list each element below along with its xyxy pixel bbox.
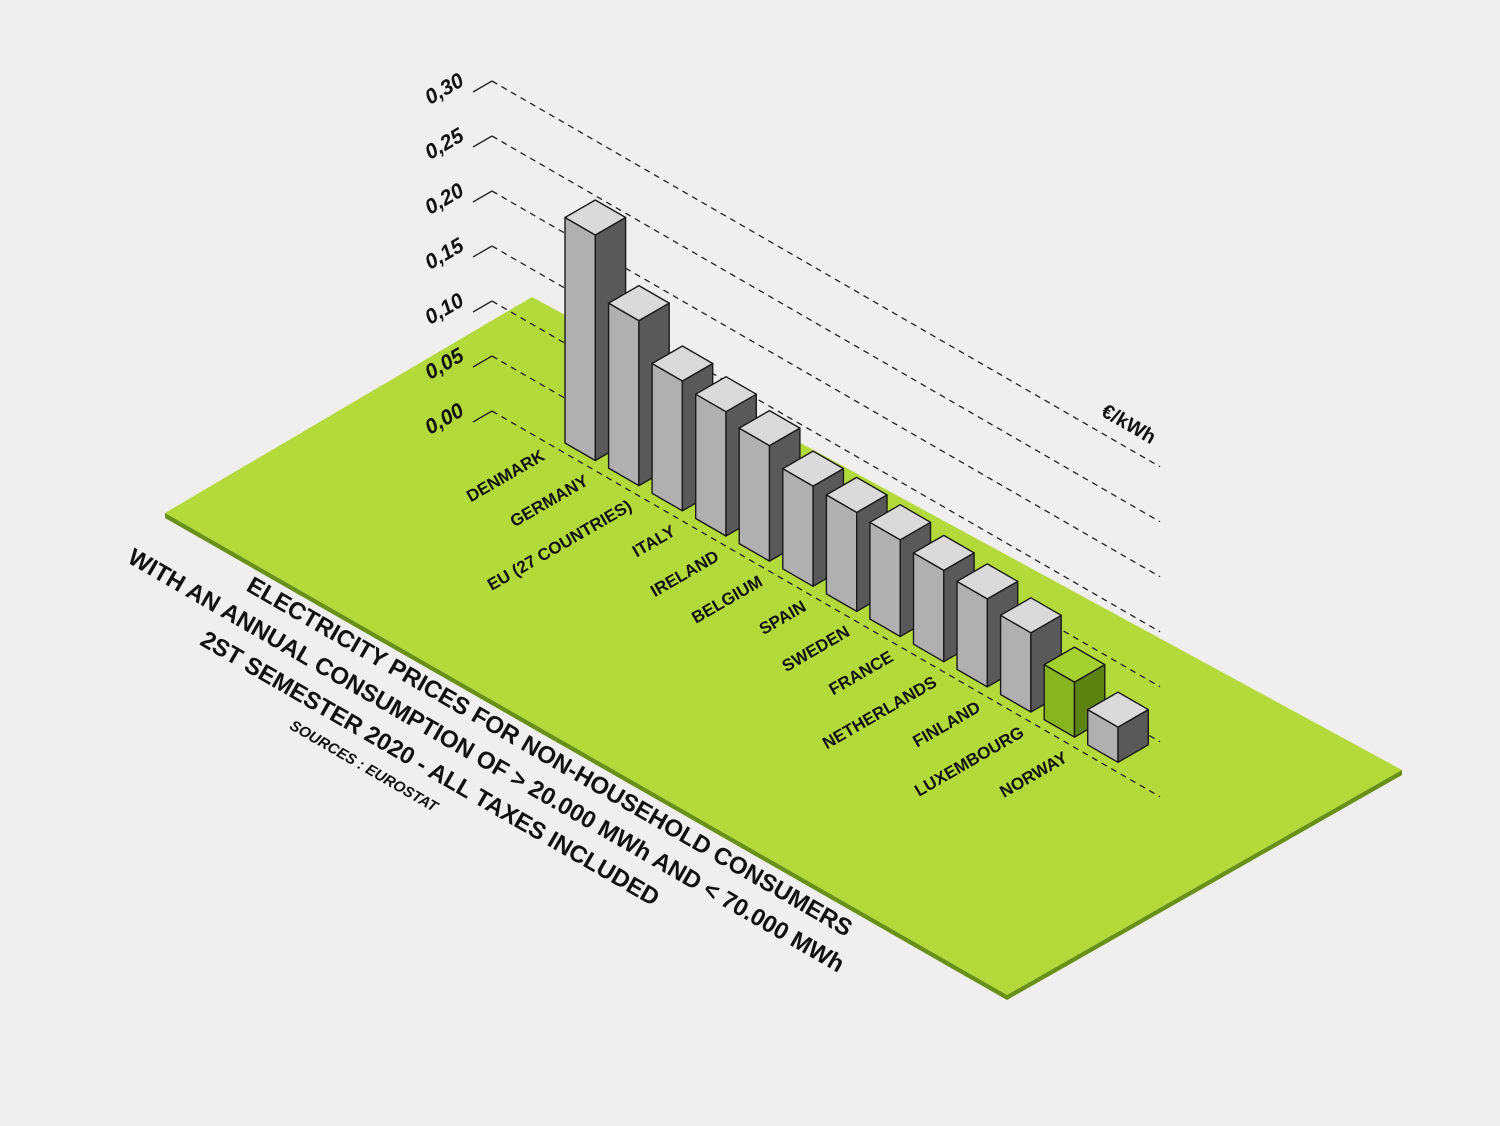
gridline bbox=[491, 80, 1161, 468]
bar-front bbox=[869, 521, 901, 638]
tick-mark bbox=[472, 245, 493, 258]
bar-top bbox=[607, 284, 670, 322]
bar-top bbox=[869, 504, 932, 541]
y-tick-label: 0,30 bbox=[421, 69, 468, 110]
unit-label: €/kWh bbox=[1098, 400, 1160, 449]
bar-front bbox=[956, 580, 988, 688]
bar-front bbox=[825, 494, 858, 613]
bar-top bbox=[564, 199, 627, 236]
bar-top bbox=[825, 476, 888, 514]
bar-front bbox=[651, 362, 684, 512]
bar-top bbox=[956, 563, 1019, 600]
plane-top bbox=[165, 297, 1402, 995]
tick-mark bbox=[472, 190, 493, 203]
y-tick-label: 0,20 bbox=[421, 179, 468, 220]
bar-top bbox=[695, 376, 757, 413]
gridline bbox=[491, 190, 1161, 578]
tick-mark bbox=[472, 410, 493, 423]
gridline bbox=[491, 245, 1161, 633]
tick-mark bbox=[472, 300, 493, 313]
bar-front bbox=[564, 216, 596, 462]
plane-side-edge bbox=[1007, 770, 1402, 1000]
gridline bbox=[491, 410, 1161, 798]
y-tick-label: 0,15 bbox=[421, 234, 468, 275]
bar-front bbox=[695, 393, 727, 537]
bar-top bbox=[912, 534, 975, 572]
ground-plane bbox=[165, 297, 1402, 1000]
tick-mark bbox=[472, 135, 493, 148]
bar-front bbox=[782, 467, 814, 587]
y-tick-label: 0,10 bbox=[421, 289, 468, 330]
tick-mark bbox=[472, 80, 493, 93]
bar-top bbox=[999, 597, 1062, 634]
plane-front-edge bbox=[165, 513, 1007, 1000]
tick-mark bbox=[472, 355, 493, 368]
bar-front bbox=[607, 302, 640, 487]
bar-top bbox=[651, 345, 714, 382]
bar-top bbox=[782, 450, 845, 487]
bar-top bbox=[1086, 691, 1150, 728]
bar-top bbox=[1043, 646, 1106, 683]
bars bbox=[564, 199, 1150, 763]
bar-front bbox=[738, 427, 771, 562]
gridline bbox=[491, 135, 1161, 523]
y-tick-label: 0,25 bbox=[421, 124, 468, 165]
bar-front bbox=[912, 552, 945, 663]
bar-top bbox=[738, 409, 801, 447]
